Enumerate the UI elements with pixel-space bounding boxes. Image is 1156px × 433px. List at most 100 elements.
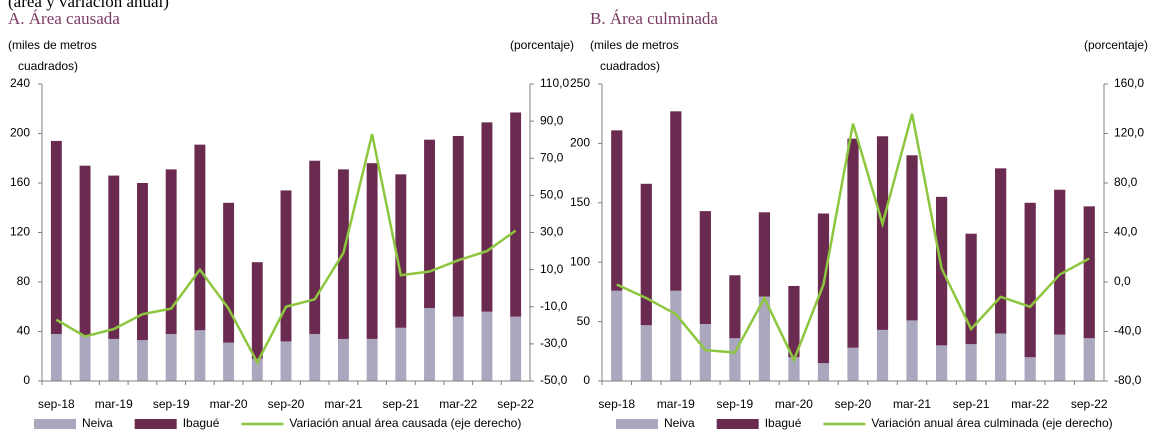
x-tick-label: sep-22 — [1071, 397, 1108, 411]
bar — [670, 290, 682, 381]
y-axis-label: (miles de metros — [590, 38, 679, 52]
bar — [337, 338, 349, 381]
x-tick-label: mar-19 — [95, 397, 133, 411]
chart-title: A. Área causada — [8, 9, 120, 28]
y2-axis-label: (porcentaje) — [1084, 38, 1148, 52]
bar — [223, 202, 235, 343]
y-axis-label: cuadrados) — [18, 59, 78, 73]
bar — [309, 333, 321, 381]
legend-label: Variación anual área culminada (eje dere… — [871, 416, 1112, 430]
y2-tick-label: 0,0 — [1114, 274, 1131, 288]
bar — [452, 316, 464, 381]
bar — [788, 285, 800, 358]
bar — [510, 316, 522, 381]
bar — [995, 168, 1007, 334]
y2-tick-label: 50,0 — [540, 188, 564, 202]
line — [55, 133, 517, 366]
bar — [611, 130, 623, 291]
y2-tick-label: 80,0 — [1114, 175, 1138, 189]
bar — [1024, 357, 1036, 381]
bar — [729, 338, 741, 381]
bar — [366, 163, 378, 339]
bar — [309, 160, 321, 334]
y2-tick-label: 40,0 — [1114, 225, 1138, 239]
bar — [108, 338, 120, 381]
y-tick-label: 160 — [10, 175, 30, 189]
legend-label: Variación anual área causada (eje derech… — [289, 416, 521, 430]
bar — [481, 122, 493, 312]
x-tick-label: sep-18 — [598, 397, 635, 411]
x-tick-label: sep-18 — [38, 397, 75, 411]
legend-label: Neiva — [664, 416, 695, 430]
y2-tick-label: -80,0 — [1114, 373, 1142, 387]
x-tick-label: mar-22 — [1011, 397, 1049, 411]
y-axis-label: cuadrados) — [600, 59, 660, 73]
bar — [137, 340, 148, 381]
legend-swatch — [134, 419, 177, 429]
y2-axis-label: (porcentaje) — [510, 38, 574, 52]
bar — [79, 165, 91, 336]
legend-swatch — [616, 419, 658, 429]
legend-label: Neiva — [82, 416, 113, 430]
bar — [1054, 334, 1066, 381]
bar — [223, 342, 235, 381]
bar — [424, 307, 435, 381]
legend-label: Ibagué — [183, 416, 220, 430]
x-tick-label: mar-21 — [324, 397, 362, 411]
bar — [847, 138, 859, 348]
y2-tick-label: 110,0 — [540, 76, 569, 90]
bar — [758, 212, 771, 297]
bar — [251, 262, 263, 359]
chart-title: B. Área culminada — [590, 9, 718, 28]
y2-tick-label: 10,0 — [540, 262, 564, 276]
y-tick-label: 120 — [10, 225, 30, 239]
y2-tick-label: -50,0 — [540, 373, 568, 387]
bar — [1083, 338, 1095, 381]
bar — [876, 136, 889, 330]
bar — [729, 275, 741, 339]
x-tick-label: sep-19 — [717, 397, 754, 411]
bar — [935, 345, 948, 381]
bar — [906, 155, 918, 321]
bar — [640, 183, 652, 326]
x-tick-label: sep-20 — [268, 397, 305, 411]
line — [616, 113, 1090, 364]
y-tick-label: 100 — [570, 254, 590, 268]
bar — [510, 112, 522, 317]
y2-tick-label: -30,0 — [540, 336, 568, 350]
y2-tick-label: 90,0 — [540, 113, 564, 127]
bar — [194, 144, 206, 331]
bar — [995, 333, 1007, 381]
bar — [50, 140, 62, 334]
bar — [280, 341, 292, 381]
bar — [876, 329, 889, 381]
y2-tick-label: 120,0 — [1114, 126, 1144, 140]
bar — [788, 357, 800, 381]
bar — [847, 347, 859, 381]
bar — [108, 175, 120, 339]
x-tick-label: mar-20 — [775, 397, 813, 411]
x-tick-label: mar-19 — [657, 397, 695, 411]
y2-tick-label: 160,0 — [1114, 76, 1144, 90]
bar — [1024, 202, 1036, 358]
x-tick-label: sep-21 — [953, 397, 990, 411]
bar — [366, 338, 378, 381]
y-tick-label: 0 — [583, 373, 590, 387]
bar — [251, 358, 263, 381]
bar — [395, 327, 407, 381]
y-tick-label: 40 — [17, 324, 31, 338]
y-tick-label: 80 — [17, 274, 31, 288]
bar — [452, 135, 464, 317]
bar — [481, 311, 493, 381]
bar — [165, 333, 177, 381]
legend-swatch — [34, 419, 76, 429]
y-tick-label: 200 — [570, 136, 590, 150]
x-tick-label: mar-21 — [893, 397, 931, 411]
x-tick-label: mar-22 — [439, 397, 477, 411]
bar — [611, 290, 623, 381]
bar — [758, 296, 771, 381]
bar — [699, 211, 711, 324]
bar — [424, 139, 435, 308]
